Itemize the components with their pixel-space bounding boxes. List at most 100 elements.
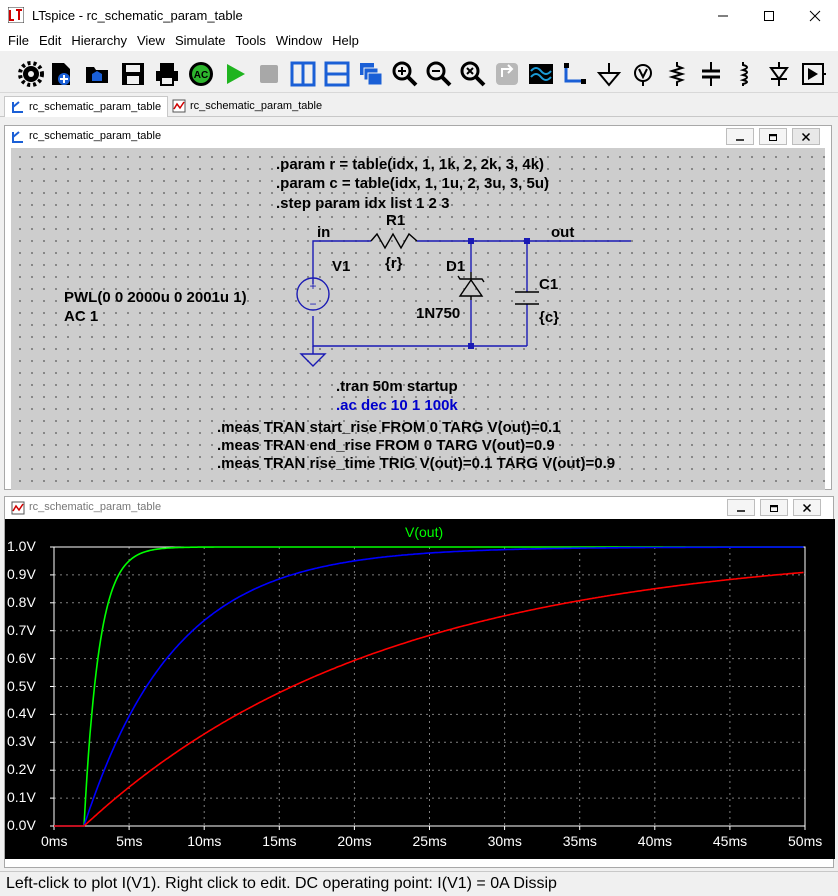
directive-meas-end-rise[interactable]: .meas TRAN end_rise FROM 0 TARG V(out)=0… <box>217 437 555 454</box>
menu-tools[interactable]: Tools <box>235 33 266 48</box>
r1-name[interactable]: R1 <box>386 212 406 229</box>
menu-edit[interactable]: Edit <box>38 33 62 48</box>
waveform-restore-button[interactable] <box>760 499 788 516</box>
x-tick-label: 20ms <box>337 833 372 849</box>
cascade-button[interactable] <box>358 61 384 87</box>
waveform-window-title: rc_schematic_param_table <box>29 501 162 513</box>
directive-param-r[interactable]: .param r = table(idx, 1, 1k, 2, 2k, 3, 4… <box>276 156 545 173</box>
menu-bar: File Edit Hierarchy View Simulate Tools … <box>0 31 838 51</box>
document-tab-bar: rc_schematic_param_table rc_schematic_pa… <box>0 94 838 117</box>
waveform-window: rc_schematic_param_table V(out) 0ms 5ms 10… <box>4 496 835 868</box>
menu-simulate[interactable]: Simulate <box>174 33 226 48</box>
menu-window[interactable]: Window <box>275 33 323 48</box>
v1-value-line1[interactable]: PWL(0 0 2000u 0 2001u 1) <box>64 289 247 306</box>
ac-analysis-button[interactable]: AC <box>188 61 214 87</box>
c1-value[interactable]: {c} <box>539 309 560 326</box>
zoom-in-button[interactable] <box>392 61 418 87</box>
schematic-window-title: rc_schematic_param_table <box>29 130 162 142</box>
zoom-out-button[interactable] <box>426 61 452 87</box>
y-tick-label: 0.5V <box>7 677 36 694</box>
circuit-diagram: + − <box>296 232 631 367</box>
minimize-button[interactable] <box>700 0 746 31</box>
waveform-minimize-button[interactable] <box>727 499 755 516</box>
schematic-close-button[interactable] <box>792 128 820 145</box>
minimize-icon <box>736 138 744 141</box>
wire-button[interactable] <box>562 61 588 87</box>
ground-icon <box>596 63 622 87</box>
new-schematic-icon <box>52 63 70 85</box>
component-button[interactable] <box>800 61 826 87</box>
y-tick-label: 0.2V <box>7 761 36 778</box>
tab-waveform[interactable]: rc_schematic_param_table <box>166 96 328 117</box>
zoom-fit-button[interactable] <box>460 61 486 87</box>
x-tick-label: 0ms <box>41 833 68 849</box>
inductor-button[interactable] <box>732 61 758 87</box>
x-tick-label: 40ms <box>637 833 673 849</box>
close-icon <box>801 132 811 141</box>
tile-horizontal-icon <box>324 61 350 87</box>
net-label-out[interactable]: out <box>551 224 575 241</box>
diode-icon <box>769 62 789 86</box>
halt-button[interactable] <box>256 61 282 87</box>
settings-button[interactable] <box>18 61 44 87</box>
c1-name[interactable]: C1 <box>539 276 559 293</box>
d1-value[interactable]: 1N750 <box>416 305 461 322</box>
waveform-close-button[interactable] <box>793 499 821 516</box>
directive-meas-start-rise[interactable]: .meas TRAN start_rise FROM 0 TARG V(out)… <box>217 419 561 436</box>
tab-waveform-label: rc_schematic_param_table <box>190 100 323 112</box>
new-schematic-button[interactable] <box>48 61 74 87</box>
menu-hierarchy[interactable]: Hierarchy <box>71 33 127 48</box>
ground-button[interactable] <box>596 61 622 87</box>
resistor-button[interactable] <box>664 61 690 87</box>
schematic-restore-button[interactable] <box>759 128 787 145</box>
net-label-in[interactable]: in <box>317 224 331 241</box>
label-net-button[interactable] <box>630 61 656 87</box>
run-button[interactable] <box>222 61 248 87</box>
svg-text:+: + <box>309 279 316 293</box>
directive-meas-rise-time[interactable]: .meas TRAN rise_time TRIG V(out)=0.1 TAR… <box>217 455 616 472</box>
y-tick-label: 0.0V <box>7 817 36 833</box>
maximize-button[interactable] <box>746 0 792 31</box>
menu-help[interactable]: Help <box>332 33 359 48</box>
print-icon <box>156 63 178 86</box>
waveform-button[interactable] <box>528 61 554 87</box>
open-button[interactable] <box>84 61 110 87</box>
directive-ac[interactable]: .ac dec 10 1 100k <box>336 397 458 414</box>
y-tick-label: 0.9V <box>7 565 36 582</box>
y-tick-label: 0.8V <box>7 593 36 610</box>
label-net-icon <box>634 64 652 86</box>
zoom-out-icon <box>426 61 452 87</box>
directive-param-c[interactable]: .param c = table(idx, 1, 1u, 2, 3u, 3, 5… <box>276 175 550 192</box>
trace-label-vout[interactable]: V(out) <box>405 524 444 540</box>
tab-schematic-label: rc_schematic_param_table <box>29 101 162 113</box>
d1-name[interactable]: D1 <box>446 258 466 275</box>
cascade-icon <box>360 63 383 86</box>
diode-button[interactable] <box>766 61 792 87</box>
tile-horizontal-button[interactable] <box>324 61 350 87</box>
menu-view[interactable]: View <box>136 33 165 48</box>
waveform-plot[interactable]: V(out) 0ms 5ms 10ms 15ms 20ms 25ms 30ms 35ms 40m… <box>5 519 835 859</box>
v1-name[interactable]: V1 <box>332 258 351 275</box>
save-icon <box>122 63 144 85</box>
r1-value[interactable]: {r} <box>385 255 403 272</box>
minimize-icon <box>718 15 728 16</box>
capacitor-icon <box>702 62 720 86</box>
pan-button[interactable] <box>494 61 520 87</box>
y-tick-label: 0.1V <box>7 789 36 806</box>
directive-step[interactable]: .step param idx list 1 2 3 <box>276 195 450 212</box>
save-button[interactable] <box>120 61 146 87</box>
schematic-canvas[interactable]: .param r = table(idx, 1, 1k, 2, 2k, 3, 4… <box>11 148 825 490</box>
menu-file[interactable]: File <box>8 33 29 48</box>
component-icon <box>802 63 826 85</box>
y-tick-label: 0.7V <box>7 621 36 638</box>
close-button[interactable] <box>792 0 838 31</box>
v1-value-line2[interactable]: AC 1 <box>64 308 99 325</box>
tile-vertical-button[interactable] <box>290 61 316 87</box>
directive-tran[interactable]: .tran 50m startup <box>336 378 458 395</box>
close-icon <box>809 10 821 21</box>
tab-schematic[interactable]: rc_schematic_param_table <box>4 96 169 117</box>
capacitor-button[interactable] <box>698 61 724 87</box>
run-icon <box>227 64 245 84</box>
schematic-minimize-button[interactable] <box>726 128 754 145</box>
print-button[interactable] <box>154 61 180 87</box>
